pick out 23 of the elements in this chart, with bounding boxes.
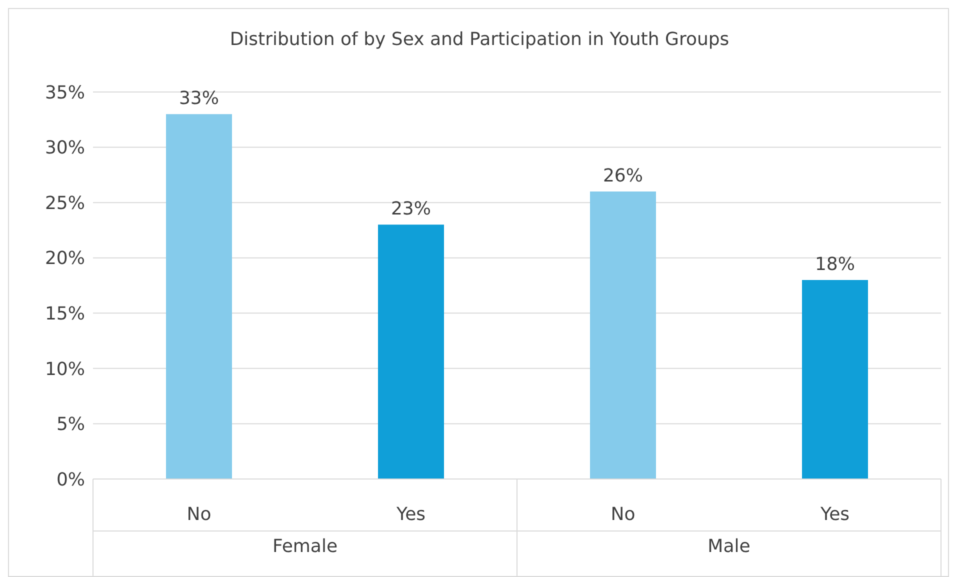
data-label: 23% (390, 198, 432, 220)
text: Female (271, 536, 339, 557)
data-label: 18% (814, 254, 856, 275)
x-tick-label: No (610, 504, 636, 525)
x-tick-label: No (186, 504, 212, 525)
data-label: 26% (602, 166, 644, 187)
y-tick-label: 20% (44, 248, 85, 270)
bar (590, 192, 656, 479)
y-tick-label: 10% (44, 358, 85, 380)
bar (166, 114, 232, 479)
data-label: 33% (178, 88, 220, 110)
y-tick-label: 15% (44, 304, 85, 325)
chart-title: Distribution of by Sex and Participation in Youth Groups (228, 29, 730, 50)
y-tick-label: 0% (56, 469, 85, 490)
x-tick-label: Yes (395, 504, 426, 525)
y-tick-label: 35% (44, 82, 85, 104)
y-tick-label: 30% (44, 138, 85, 159)
bar (802, 280, 868, 479)
x-tick-label: Yes (819, 504, 850, 525)
y-tick-label: 25% (44, 192, 85, 214)
y-tick-label: 5% (56, 414, 85, 436)
text: Male (706, 536, 752, 557)
bar (378, 224, 444, 479)
